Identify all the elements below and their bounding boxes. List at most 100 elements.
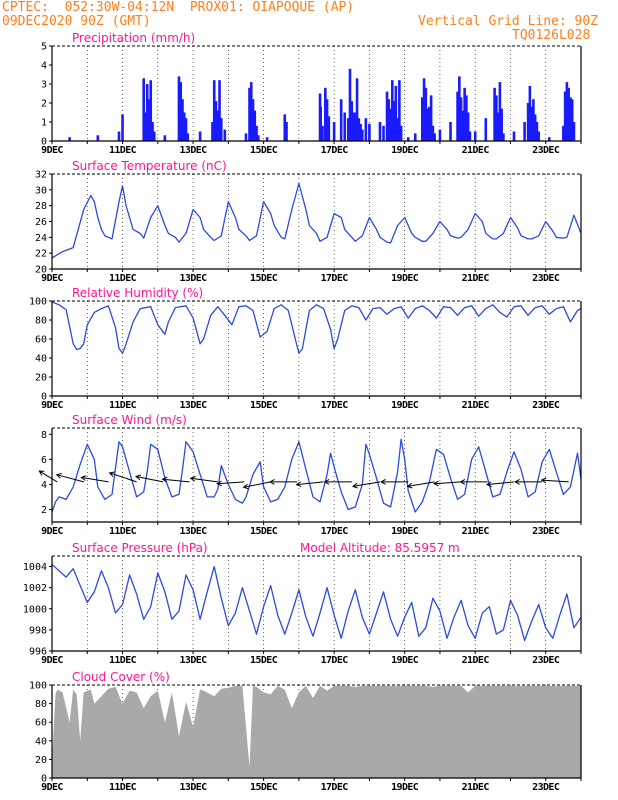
y-tick-label: 0 [41,137,47,148]
precip-bar [456,91,459,141]
panel-5 [49,684,582,781]
y-tick-label: 1002 [23,583,47,594]
precip-bar [181,99,184,141]
y-tick-label: 30 [35,185,47,196]
precip-bar [319,106,323,141]
precip-bar [562,125,565,141]
panel-2 [49,300,582,399]
precip-bar [406,137,410,141]
precip-bar [523,122,526,141]
y-tick-label: 8 [41,430,47,441]
wind-arrow-head [135,474,142,481]
x-tick-label: 19DEC [391,145,419,156]
precip-bar [498,82,502,141]
precip-bar [211,122,214,141]
precip-bar [537,131,540,141]
precip-bar [378,122,382,141]
precip-bar [321,125,324,141]
precip-bar [346,118,350,141]
panel-1 [49,173,582,272]
y-tick-label: 2 [41,99,47,110]
precip-bar [327,116,331,141]
x-tick-label: 23DEC [532,655,560,666]
precip-bar [572,122,576,141]
header-run-id: TQ0126L028 [512,28,591,43]
x-tick-label: 23DEC [532,145,560,156]
cloud-cover-area [52,685,581,778]
precip-bar [570,99,574,141]
wind-arrow [39,470,58,483]
wind-arrow-head [269,479,275,485]
x-tick-label: 21DEC [462,400,490,411]
y-tick-label: 998 [29,625,47,636]
wind-arrow-head [216,480,222,487]
y-tick-label: 60 [35,718,47,729]
y-tick-label: 32 [35,170,47,181]
x-tick-label: 15DEC [250,145,278,156]
wind-arrow-head [108,471,115,477]
precip-bar [147,99,151,141]
x-tick-label: 17DEC [321,400,349,411]
x-tick-label: 11DEC [109,145,137,156]
precip-bar [355,78,359,141]
x-tick-label: 15DEC [250,400,278,411]
panel-annotation: Model Altitude: 85.5957 m [300,541,460,555]
y-tick-label: 1004 [23,562,47,573]
series-line [51,301,582,354]
precip-bar [214,101,218,141]
header-grid-note: Vertical Grid Line: 90Z [418,14,599,29]
y-tick-label: 24 [35,233,47,244]
wind-arrow-head [514,479,520,485]
precip-bar [502,133,505,141]
x-tick-label: 21DEC [462,145,490,156]
precip-bar [212,80,216,141]
x-tick-label: 23DEC [532,273,560,284]
precip-bar [184,118,188,141]
y-tick-label: 6 [41,455,47,466]
y-tick-label: 28 [35,201,47,212]
precip-bar [265,137,269,141]
precip-bar [428,106,431,141]
precip-bar [526,103,530,141]
y-tick-label: 3 [41,80,47,91]
wind-arrow [352,481,381,487]
precip-bar [163,135,167,141]
header-date: 09DEC2020 90Z (GMT) [2,14,151,29]
wind-arrow-head [485,481,492,488]
precip-bar [389,108,392,141]
precip-bar [396,118,399,141]
precip-bar [145,84,149,141]
wind-arrow-head [380,479,386,485]
wind-arrow-head [459,479,466,485]
wind-arrow [190,477,218,483]
plot-area [52,556,581,651]
precip-bar [449,122,452,141]
y-tick-label: 2 [41,505,47,516]
precip-bar [567,87,570,141]
y-tick-label: 100 [29,297,47,308]
x-tick-label: 11DEC [109,782,137,793]
x-tick-label: 21DEC [462,655,490,666]
panel-title: Cloud Cover (%) [72,670,170,684]
panel-title: Surface Pressure (hPa) [72,541,208,555]
wind-arrow [217,481,245,485]
precip-bar [569,97,572,141]
precip-bar [463,87,466,141]
plot-area [52,428,581,522]
x-tick-label: 17DEC [321,273,349,284]
precip-bar [152,131,156,141]
y-tick-label: 22 [35,249,47,260]
panel-0 [49,45,582,144]
panel-title: Relative Humidity (%) [72,286,203,300]
precip-bar [421,97,424,141]
precip-bar [364,118,368,141]
wind-arrow-head [242,483,249,490]
plot-area [52,174,581,269]
precip-bar [422,78,426,141]
x-tick-label: 11DEC [109,273,137,284]
precip-bar [394,85,398,141]
series-line [51,563,582,642]
precip-bar [429,95,433,141]
precip-bar [357,118,361,141]
